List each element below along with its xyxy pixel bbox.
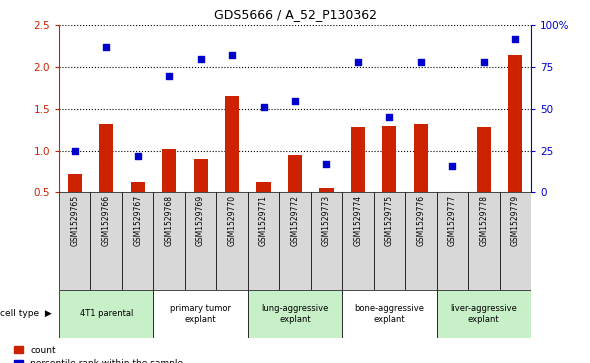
- Bar: [248, 290, 342, 338]
- Bar: [99, 124, 113, 192]
- Text: GSM1529768: GSM1529768: [165, 195, 173, 246]
- Bar: [162, 149, 176, 192]
- Text: GSM1529765: GSM1529765: [70, 195, 79, 246]
- Point: [479, 59, 489, 65]
- Bar: [351, 127, 365, 192]
- Bar: [217, 192, 248, 290]
- Point: [196, 56, 205, 62]
- Bar: [508, 56, 522, 192]
- Bar: [153, 290, 248, 338]
- Point: [259, 104, 268, 110]
- Text: 4T1 parental: 4T1 parental: [80, 310, 133, 318]
- Text: GSM1529774: GSM1529774: [353, 195, 362, 246]
- Bar: [311, 192, 342, 290]
- Title: GDS5666 / A_52_P130362: GDS5666 / A_52_P130362: [214, 8, 376, 21]
- Bar: [468, 192, 500, 290]
- Bar: [279, 192, 311, 290]
- Bar: [248, 192, 279, 290]
- Text: GSM1529776: GSM1529776: [417, 195, 425, 246]
- Bar: [257, 182, 271, 192]
- Bar: [90, 192, 122, 290]
- Bar: [342, 192, 373, 290]
- Bar: [185, 192, 217, 290]
- Bar: [59, 290, 153, 338]
- Text: GSM1529766: GSM1529766: [101, 195, 111, 246]
- Text: GSM1529771: GSM1529771: [259, 195, 268, 246]
- Text: liver-aggressive
explant: liver-aggressive explant: [450, 304, 517, 324]
- Bar: [477, 127, 491, 192]
- Bar: [194, 159, 208, 192]
- Bar: [437, 290, 531, 338]
- Bar: [122, 192, 153, 290]
- Bar: [68, 174, 82, 192]
- Point: [227, 53, 237, 58]
- Bar: [382, 126, 396, 192]
- Point: [416, 59, 425, 65]
- Text: GSM1529767: GSM1529767: [133, 195, 142, 246]
- Text: GSM1529772: GSM1529772: [290, 195, 300, 246]
- Text: GSM1529777: GSM1529777: [448, 195, 457, 246]
- Bar: [319, 188, 333, 192]
- Text: GSM1529775: GSM1529775: [385, 195, 394, 246]
- Text: GSM1529779: GSM1529779: [511, 195, 520, 246]
- Point: [353, 59, 363, 65]
- Bar: [59, 192, 90, 290]
- Point: [322, 161, 331, 167]
- Bar: [130, 182, 145, 192]
- Text: bone-aggressive
explant: bone-aggressive explant: [355, 304, 424, 324]
- Point: [101, 44, 111, 50]
- Text: GSM1529769: GSM1529769: [196, 195, 205, 246]
- Bar: [405, 192, 437, 290]
- Text: primary tumor
explant: primary tumor explant: [170, 304, 231, 324]
- Bar: [288, 155, 302, 192]
- Bar: [373, 192, 405, 290]
- Legend: count, percentile rank within the sample: count, percentile rank within the sample: [11, 342, 187, 363]
- Point: [70, 148, 80, 154]
- Bar: [153, 192, 185, 290]
- Point: [290, 98, 300, 103]
- Text: lung-aggressive
explant: lung-aggressive explant: [261, 304, 329, 324]
- Text: GSM1529778: GSM1529778: [479, 195, 489, 246]
- Point: [133, 153, 142, 159]
- Bar: [500, 192, 531, 290]
- Text: cell type  ▶: cell type ▶: [0, 310, 52, 318]
- Bar: [225, 96, 239, 192]
- Point: [385, 114, 394, 120]
- Bar: [414, 124, 428, 192]
- Point: [510, 36, 520, 42]
- Point: [165, 73, 174, 78]
- Point: [448, 163, 457, 168]
- Bar: [437, 192, 468, 290]
- Text: GSM1529773: GSM1529773: [322, 195, 331, 246]
- Bar: [342, 290, 437, 338]
- Text: GSM1529770: GSM1529770: [228, 195, 237, 246]
